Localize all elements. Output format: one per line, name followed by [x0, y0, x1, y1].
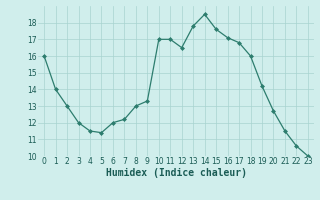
- X-axis label: Humidex (Indice chaleur): Humidex (Indice chaleur): [106, 168, 246, 178]
